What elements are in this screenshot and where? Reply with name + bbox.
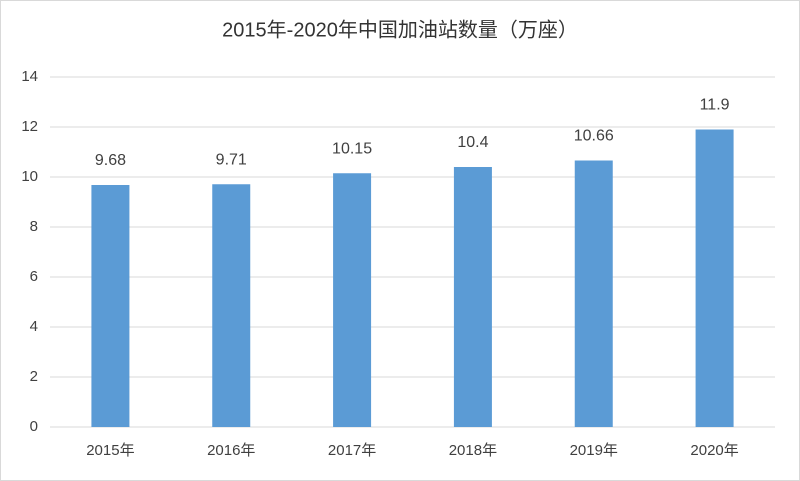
x-tick-label: 2020年: [690, 442, 738, 459]
y-tick-label: 12: [21, 118, 38, 135]
value-label: 9.71: [216, 151, 247, 168]
x-tick-label: 2017年: [328, 442, 376, 459]
value-label: 10.15: [332, 140, 372, 157]
value-label: 10.4: [457, 134, 488, 151]
x-tick-label: 2015年: [86, 442, 134, 459]
x-tick-label: 2019年: [570, 442, 618, 459]
bar: [212, 184, 251, 427]
y-tick-label: 8: [30, 218, 38, 235]
y-tick-label: 14: [21, 68, 38, 85]
y-tick-label: 0: [30, 418, 38, 435]
y-tick-label: 4: [30, 318, 38, 335]
x-tick-label: 2018年: [449, 442, 497, 459]
value-label: 11.9: [700, 97, 730, 114]
value-label: 9.68: [95, 152, 126, 169]
bar: [695, 129, 734, 427]
y-tick-label: 10: [21, 168, 38, 185]
x-tick-label: 2016年: [207, 442, 255, 459]
y-tick-label: 6: [30, 268, 38, 285]
bar: [91, 185, 130, 427]
bar: [453, 167, 492, 427]
chart-title: 2015年-2020年中国加油站数量（万座）: [222, 18, 578, 41]
value-label: 10.66: [574, 128, 614, 145]
y-tick-label: 2: [30, 368, 38, 385]
bar: [333, 173, 372, 427]
bar: [574, 160, 613, 427]
